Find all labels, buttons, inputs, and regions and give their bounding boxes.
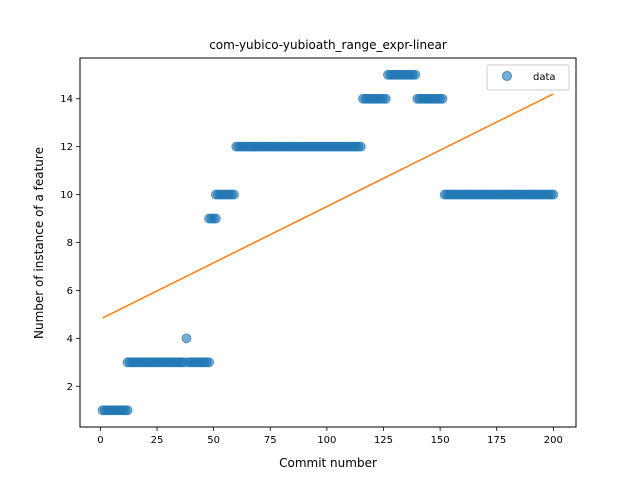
y-tick-label: 12	[60, 142, 73, 153]
y-tick-label: 6	[67, 286, 73, 297]
x-tick-label: 175	[487, 435, 506, 446]
x-tick-label: 25	[151, 435, 164, 446]
y-tick-label: 14	[60, 94, 73, 105]
x-axis: 0 25 50 75 100 125 150 175 200	[97, 427, 563, 446]
y-tick-label: 2	[67, 382, 73, 393]
chart-title: com-yubico-yubioath_range_expr-linear	[209, 38, 447, 52]
data-point	[210, 213, 221, 224]
fit-line	[102, 93, 554, 319]
x-tick-label: 125	[374, 435, 393, 446]
y-tick-label: 10	[60, 190, 73, 201]
data-point	[380, 93, 391, 104]
y-axis-title: Number of instance of a feature	[32, 147, 46, 339]
y-tick-label: 8	[67, 238, 73, 249]
x-tick-label: 100	[317, 435, 336, 446]
data-point	[548, 189, 559, 200]
plot-area	[97, 69, 559, 416]
x-tick-label: 0	[97, 435, 103, 446]
legend-box	[486, 64, 570, 91]
y-axis: 2 4 6 8 10 12 14	[60, 94, 80, 393]
legend-marker-data	[502, 71, 512, 81]
data-point	[122, 405, 133, 416]
legend: data	[486, 64, 570, 91]
data-point	[355, 141, 366, 152]
data-point	[437, 93, 448, 104]
x-tick-label: 75	[264, 435, 277, 446]
data-point	[181, 333, 192, 344]
data-point	[410, 69, 421, 80]
x-tick-label: 50	[207, 435, 220, 446]
x-axis-title: Commit number	[279, 456, 377, 470]
data-point	[204, 357, 214, 368]
data-point	[229, 189, 239, 200]
y-tick-label: 4	[67, 334, 73, 345]
legend-label-data: data	[533, 72, 556, 83]
x-tick-label: 150	[431, 435, 450, 446]
x-tick-label: 200	[544, 435, 563, 446]
